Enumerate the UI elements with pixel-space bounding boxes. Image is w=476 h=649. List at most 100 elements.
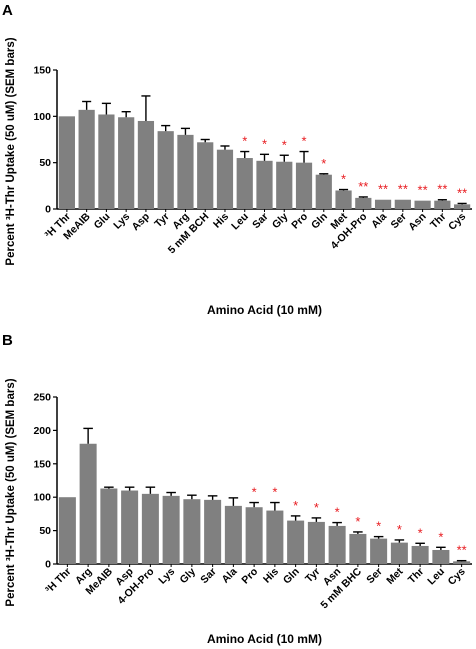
bar xyxy=(411,545,429,564)
x-tick-label: His xyxy=(211,211,231,231)
x-tick-label: Lys xyxy=(156,566,177,587)
x-tick-label: Tyr xyxy=(303,566,322,585)
x-tick-label: Pro xyxy=(289,211,310,232)
significance-marker: * xyxy=(438,529,443,544)
significance-marker: ** xyxy=(457,185,467,200)
bar xyxy=(236,158,253,209)
bar xyxy=(287,520,305,564)
bar xyxy=(390,542,408,564)
significance-marker: * xyxy=(376,519,381,534)
x-tick-label: Ser xyxy=(364,566,384,586)
significance-marker: * xyxy=(397,522,402,537)
x-tick-label: Gln xyxy=(281,566,302,587)
bar xyxy=(137,120,155,209)
significance-marker: * xyxy=(335,505,340,520)
bar xyxy=(453,561,471,564)
bar xyxy=(394,199,411,209)
y-tick-label: 150 xyxy=(33,458,51,470)
significance-marker: * xyxy=(341,172,346,187)
significance-marker: ** xyxy=(378,182,388,197)
x-tick-label: Ala xyxy=(219,566,239,586)
x-tick-label: Thr xyxy=(406,566,426,586)
significance-marker: * xyxy=(314,500,319,515)
bar xyxy=(295,162,313,209)
significance-marker: ** xyxy=(457,543,467,558)
bar xyxy=(78,109,95,209)
bar xyxy=(432,549,450,564)
significance-marker: * xyxy=(418,525,423,540)
bar xyxy=(204,499,222,564)
bar xyxy=(328,525,346,564)
bar xyxy=(162,495,180,564)
x-tick-label: Pro xyxy=(239,566,260,587)
panel-a-letter: A xyxy=(2,2,13,19)
bar xyxy=(58,497,76,564)
x-tick-label: Ala xyxy=(369,211,389,231)
bar xyxy=(374,199,392,209)
x-tick-label: Gln xyxy=(309,211,330,232)
panel-b-letter: B xyxy=(2,332,13,349)
bar xyxy=(100,488,118,564)
x-tick-label: Asn xyxy=(406,211,429,234)
x-tick-label: Thr xyxy=(428,211,448,231)
bar xyxy=(216,149,234,209)
x-tick-label: Sar xyxy=(198,566,218,586)
bar xyxy=(307,521,325,564)
significance-marker: * xyxy=(282,137,287,152)
y-tick-label: 50 xyxy=(39,157,51,169)
bar xyxy=(224,505,242,564)
significance-marker: * xyxy=(355,514,360,529)
significance-marker: * xyxy=(321,156,326,171)
significance-marker: ** xyxy=(437,182,447,197)
y-tick-label: 150 xyxy=(33,65,51,77)
y-tick-label: 50 xyxy=(39,525,51,537)
x-tick-label: Gly xyxy=(178,566,199,587)
bar xyxy=(197,142,214,209)
bar xyxy=(276,161,293,209)
y-tick-label: 200 xyxy=(33,425,51,437)
bar xyxy=(315,174,332,209)
significance-marker: * xyxy=(262,136,267,151)
bar xyxy=(58,116,75,209)
y-axis-title: Percent ³H-Thr Uptake (50 uM) (SEM bars) xyxy=(5,37,17,265)
bar xyxy=(245,507,263,564)
significance-marker: ** xyxy=(398,182,408,197)
bar xyxy=(157,131,174,209)
bar xyxy=(183,499,201,564)
bar xyxy=(118,117,135,209)
x-tick-label: Ser xyxy=(388,211,408,231)
bar xyxy=(434,200,451,209)
bar xyxy=(121,490,139,564)
x-axis-title: Amino Acid (10 mM) xyxy=(207,303,322,317)
bar xyxy=(349,533,367,564)
bar xyxy=(177,134,194,209)
significance-marker: * xyxy=(242,134,247,149)
y-tick-label: 0 xyxy=(45,204,51,216)
bar xyxy=(355,197,372,209)
x-tick-label: His xyxy=(261,566,281,586)
significance-marker: * xyxy=(293,498,298,513)
bar xyxy=(370,538,388,564)
bar xyxy=(335,190,352,209)
x-tick-label: Cys xyxy=(446,566,468,588)
y-axis-title: Percent ³H-Thr Uptake (50 uM) (SEM bars) xyxy=(5,378,17,606)
x-tick-label: Leu xyxy=(229,211,251,233)
x-tick-label: Leu xyxy=(425,566,447,588)
bar xyxy=(79,443,97,564)
significance-marker: * xyxy=(252,485,257,500)
x-tick-label: Sar xyxy=(250,211,270,231)
significance-marker: * xyxy=(301,134,306,149)
significance-marker: ** xyxy=(358,179,368,194)
bar xyxy=(454,204,471,209)
x-tick-label: Lys xyxy=(111,211,132,232)
bar xyxy=(256,160,273,209)
bar xyxy=(98,114,115,209)
bar xyxy=(414,200,431,209)
bar xyxy=(266,510,284,564)
significance-marker: * xyxy=(272,485,277,500)
bar xyxy=(141,493,159,564)
